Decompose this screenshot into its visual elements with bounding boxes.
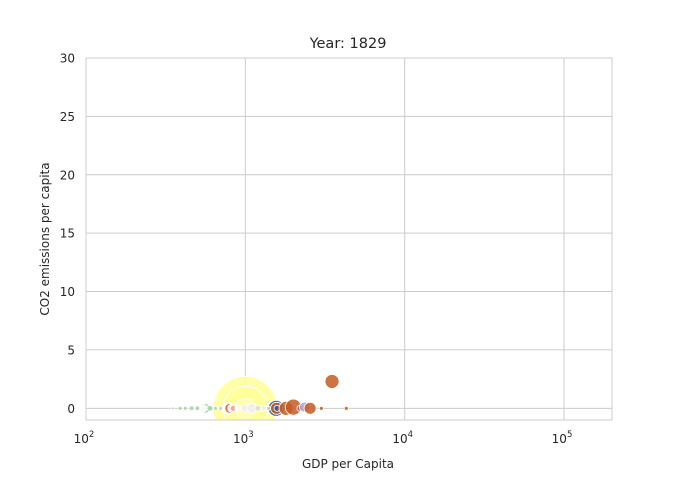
y-tick-label: 30 [60,52,75,66]
data-point [318,405,324,411]
x-tick-base: 10 [233,432,248,446]
data-point [213,405,218,411]
x-tick-labels: 102 103 104 105 [74,430,573,446]
data-point [234,404,242,412]
data-point [194,405,201,412]
data-point [254,404,262,412]
y-tick-labels: 0 5 10 15 20 25 30 [60,52,75,416]
x-tick-base: 10 [392,432,407,446]
x-tick-label: 102 [74,430,95,446]
data-point [206,404,214,412]
data-point [266,405,272,411]
x-tick-exponent: 3 [248,430,253,440]
data-point [324,374,340,389]
data-point [188,405,195,412]
data-points [170,374,349,420]
plot-area [86,58,612,420]
y-tick-label: 15 [60,227,75,241]
x-tick-base: 10 [74,432,89,446]
x-tick-exponent: 5 [567,430,572,440]
x-tick-label: 104 [392,430,413,446]
y-tick-label: 5 [67,343,75,357]
x-tick-base: 10 [552,432,567,446]
x-tick-label: 103 [233,430,254,446]
data-point [343,405,349,411]
data-point [170,406,175,411]
y-tick-label: 10 [60,285,75,299]
y-tick-label: 20 [60,168,75,182]
data-point [177,405,183,411]
y-axis-label: CO2 emissions per capita [38,162,52,315]
y-tick-label: 0 [67,402,75,416]
chart-title: Year: 1829 [309,36,387,52]
data-point [303,401,317,415]
data-point [260,404,267,412]
x-tick-label: 105 [552,430,573,446]
x-tick-exponent: 4 [408,430,413,440]
y-tick-label: 25 [60,110,75,124]
x-axis-label: GDP per Capita [302,457,394,471]
x-tick-exponent: 2 [89,430,94,440]
plot-frame [85,57,613,421]
data-point [182,405,188,411]
data-point [218,405,224,411]
